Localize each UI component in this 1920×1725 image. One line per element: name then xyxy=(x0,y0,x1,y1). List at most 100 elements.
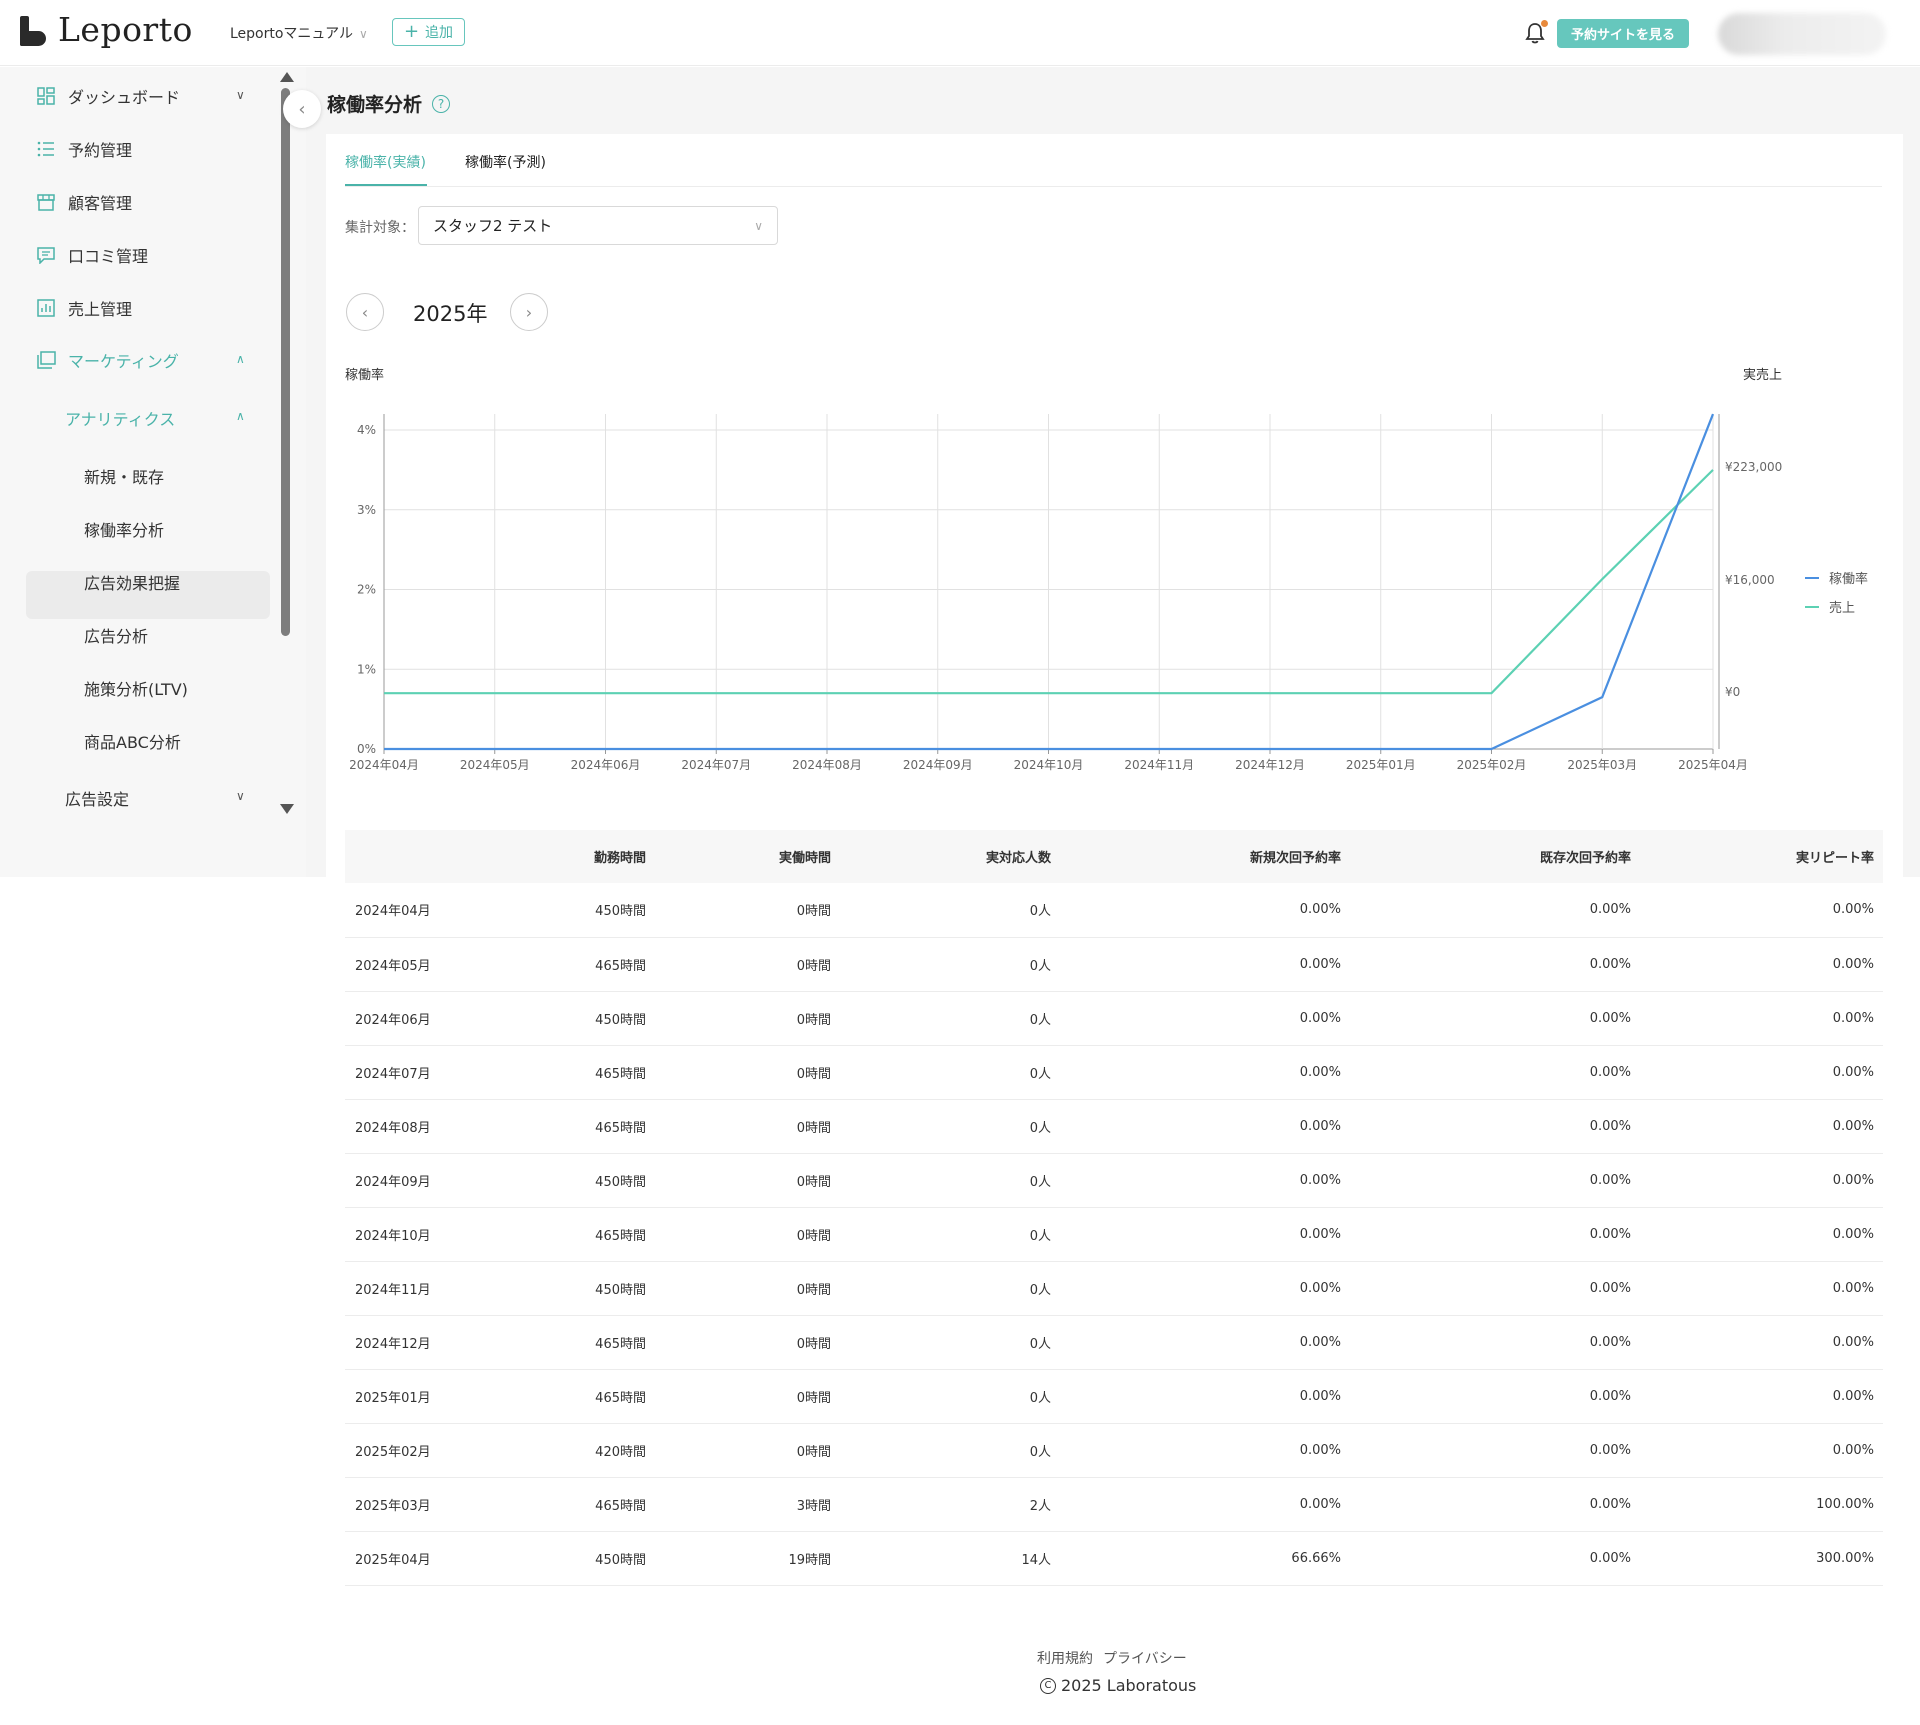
chevron-down-icon[interactable]: ∨ xyxy=(236,88,245,102)
tab-actual[interactable]: 稼働率(実績) xyxy=(345,155,426,171)
comment-icon xyxy=(36,245,56,265)
table-header-row: 勤務時間 実働時間 実対応人数 新規次回予約率 既存次回予約率 実リピート率 xyxy=(345,830,1883,883)
terms-link[interactable]: 利用規約 xyxy=(1037,1651,1093,1667)
table-cell: 420時間 xyxy=(465,1423,655,1478)
privacy-link[interactable]: プライバシー xyxy=(1103,1651,1187,1667)
user-menu[interactable] xyxy=(1718,13,1886,55)
add-button[interactable]: + 追加 xyxy=(392,18,465,46)
chevron-down-icon[interactable]: ∨ xyxy=(236,789,245,803)
table-cell: 0時間 xyxy=(655,1369,840,1424)
table-cell: 2024年04月 xyxy=(345,883,465,938)
target-select-value: スタッフ2 テスト xyxy=(433,217,553,235)
sidebar-subitem-abc[interactable]: 商品ABC分析 xyxy=(84,733,181,752)
table-cell: 2人 xyxy=(840,1477,1060,1532)
view-site-button[interactable]: 予約サイトを見る xyxy=(1557,19,1689,48)
logo-mark-icon xyxy=(18,12,48,48)
sidebar-item-reservations[interactable]: 予約管理 xyxy=(36,137,132,161)
copyright-icon: C xyxy=(1040,1677,1056,1694)
collapse-sidebar-button[interactable]: ‹ xyxy=(283,90,321,128)
table-cell: 0.00% xyxy=(1350,1099,1640,1154)
table-cell: 0時間 xyxy=(655,883,840,938)
sidebar xyxy=(0,67,306,877)
table-cell: 0.00% xyxy=(1060,937,1350,992)
table-cell: 0.00% xyxy=(1060,1315,1350,1370)
table-row: 2024年12月 465時間 0時間 0人 0.00% 0.00% 0.00% xyxy=(345,1315,1883,1370)
table-cell: 0人 xyxy=(840,883,1060,938)
table-cell: 0.00% xyxy=(1350,1369,1640,1424)
table-cell: 0人 xyxy=(840,1099,1060,1154)
y-tick-label: 1% xyxy=(357,662,376,676)
table-cell: 0.00% xyxy=(1350,1207,1640,1262)
sidebar-item-marketing[interactable]: マーケティング xyxy=(36,348,179,372)
table-cell: 2024年07月 xyxy=(345,1045,465,1100)
sidebar-item-analytics[interactable]: アナリティクス xyxy=(65,410,176,429)
sidebar-item-label: ダッシュボード xyxy=(68,88,181,107)
next-year-button[interactable]: › xyxy=(510,293,548,331)
table-header-cell: 実働時間 xyxy=(655,830,840,883)
sidebar-subitem-utilization[interactable]: 稼働率分析 xyxy=(84,521,165,540)
sidebar-item-label: 売上管理 xyxy=(68,300,133,319)
chevron-up-icon[interactable]: ∧ xyxy=(236,409,245,423)
table-cell: 0.00% xyxy=(1060,991,1350,1046)
scroll-up-arrow[interactable] xyxy=(280,72,294,82)
table-cell: 465時間 xyxy=(465,1315,655,1370)
chevron-up-icon[interactable]: ∧ xyxy=(236,352,245,366)
legend-swatch xyxy=(1805,605,1819,608)
table-cell: 465時間 xyxy=(465,1369,655,1424)
table-header-cell xyxy=(345,830,465,883)
table-cell: 450時間 xyxy=(465,883,655,938)
x-tick-label: 2024年05月 xyxy=(460,758,530,772)
legend-item-utilization[interactable]: 稼働率 xyxy=(1805,568,1868,587)
table-cell: 0.00% xyxy=(1350,1531,1640,1586)
x-tick-label: 2024年09月 xyxy=(903,758,973,772)
x-tick-label: 2024年12月 xyxy=(1235,758,1305,772)
sidebar-item-reviews[interactable]: 口コミ管理 xyxy=(36,243,148,267)
help-icon[interactable]: ? xyxy=(432,94,451,113)
scroll-down-arrow[interactable] xyxy=(280,804,294,814)
sidebar-subitem-ad-effect[interactable]: 広告効果把握 xyxy=(84,574,181,593)
table-cell: 0人 xyxy=(840,1423,1060,1478)
chevron-down-icon: ∨ xyxy=(754,218,763,233)
logo[interactable]: Leporto xyxy=(18,10,193,49)
legend-item-sales[interactable]: 売上 xyxy=(1805,597,1855,616)
bell-icon[interactable] xyxy=(1525,22,1545,44)
sidebar-item-ad-settings[interactable]: 広告設定 xyxy=(65,790,130,809)
table-cell: 2024年10月 xyxy=(345,1207,465,1262)
copyright-text: 2025 Laboratous xyxy=(1061,1676,1197,1695)
table-cell: 0人 xyxy=(840,991,1060,1046)
table-cell: 0.00% xyxy=(1640,883,1883,938)
shop-select[interactable]: Leportoマニュアル ∨ xyxy=(230,23,368,43)
tab-forecast[interactable]: 稼働率(予測) xyxy=(465,155,546,171)
x-tick-label: 2024年06月 xyxy=(571,758,641,772)
table-cell: 465時間 xyxy=(465,1045,655,1100)
table-cell: 2024年08月 xyxy=(345,1099,465,1154)
chevron-left-icon: ‹ xyxy=(298,98,306,120)
table-cell: 0.00% xyxy=(1640,1153,1883,1208)
x-tick-label: 2024年11月 xyxy=(1124,758,1194,772)
sidebar-item-label: 顧客管理 xyxy=(68,194,133,213)
table-cell: 450時間 xyxy=(465,1261,655,1316)
x-tick-label: 2025年02月 xyxy=(1457,758,1527,772)
y-tick-label: 0% xyxy=(357,742,376,756)
sidebar-item-dashboard[interactable]: ダッシュボード xyxy=(36,84,180,108)
prev-year-button[interactable]: ‹ xyxy=(346,293,384,331)
table-cell: 0時間 xyxy=(655,1045,840,1100)
table-cell: 0.00% xyxy=(1640,991,1883,1046)
table-cell: 0.00% xyxy=(1350,1477,1640,1532)
table-row: 2025年03月 465時間 3時間 2人 0.00% 0.00% 100.00% xyxy=(345,1477,1883,1532)
sidebar-subitem-new-existing[interactable]: 新規・既存 xyxy=(84,468,165,487)
sidebar-item-label: マーケティング xyxy=(68,352,179,371)
sidebar-subitem-ltv[interactable]: 施策分析(LTV) xyxy=(84,680,188,699)
scrollbar-thumb[interactable] xyxy=(281,88,290,636)
sidebar-item-sales[interactable]: 売上管理 xyxy=(36,296,132,320)
table-cell: 0.00% xyxy=(1060,1477,1350,1532)
sidebar-subitem-ad-analysis[interactable]: 広告分析 xyxy=(84,627,149,646)
table-cell: 100.00% xyxy=(1640,1477,1883,1532)
table-cell: 0時間 xyxy=(655,1315,840,1370)
target-select[interactable]: スタッフ2 テスト ∨ xyxy=(418,206,778,245)
sidebar-item-customers[interactable]: 顧客管理 xyxy=(36,190,132,214)
table-cell: 0時間 xyxy=(655,991,840,1046)
table-row: 2024年09月 450時間 0時間 0人 0.00% 0.00% 0.00% xyxy=(345,1153,1883,1208)
y-right-tick-label: ¥16,000 xyxy=(1725,573,1775,587)
left-axis-title: 稼働率 xyxy=(345,368,385,383)
